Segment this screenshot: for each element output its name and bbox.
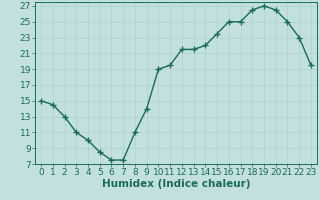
X-axis label: Humidex (Indice chaleur): Humidex (Indice chaleur) — [102, 179, 250, 189]
